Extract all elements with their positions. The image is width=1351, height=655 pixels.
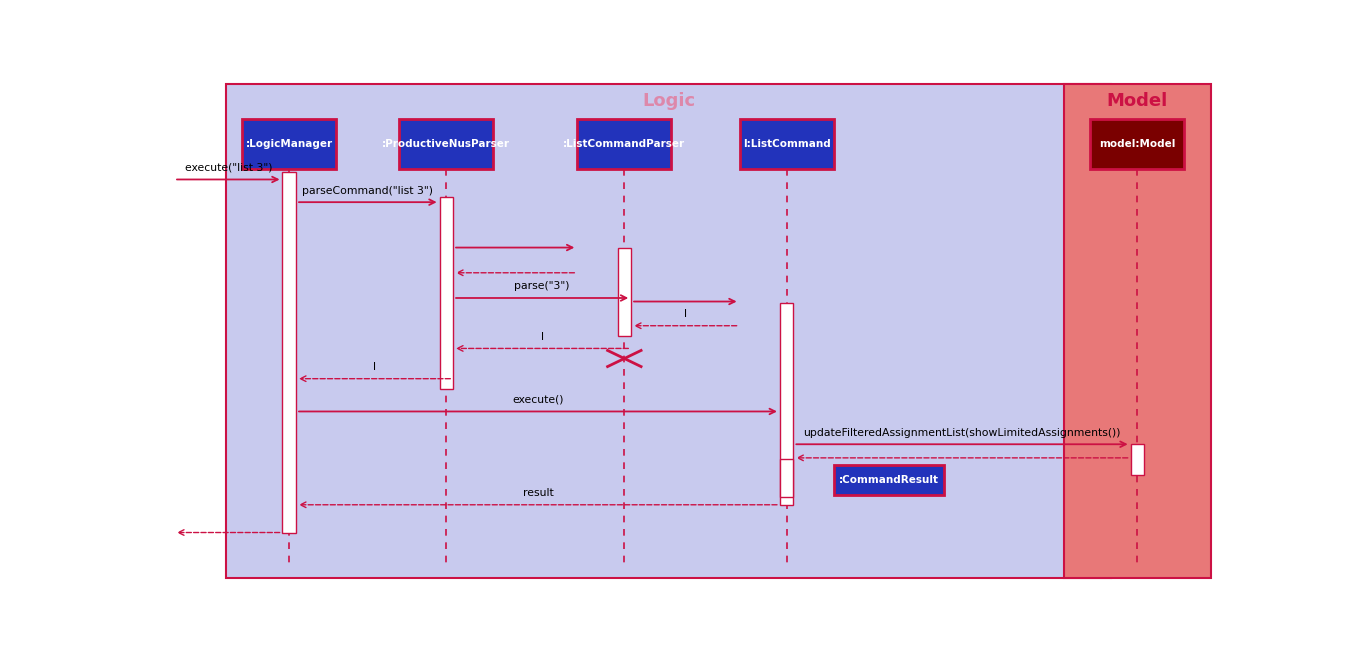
Text: l: l [540, 332, 543, 342]
Bar [242, 119, 336, 170]
Text: l: l [373, 362, 376, 372]
Text: :LogicManager: :LogicManager [246, 139, 332, 149]
Text: :ListCommandParser: :ListCommandParser [563, 139, 685, 149]
Bar [617, 248, 631, 336]
Bar [780, 459, 793, 497]
Text: execute("list 3"): execute("list 3") [185, 163, 272, 173]
Text: l: l [684, 309, 686, 319]
Text: model:Model: model:Model [1100, 139, 1175, 149]
Text: :ProductiveNusParser: :ProductiveNusParser [382, 139, 511, 149]
Bar [1065, 84, 1210, 578]
Text: l:ListCommand: l:ListCommand [743, 139, 831, 149]
Bar [577, 119, 671, 170]
Bar [739, 119, 834, 170]
Bar [834, 466, 943, 495]
Text: :CommandResult: :CommandResult [839, 475, 939, 485]
Text: parseCommand("list 3"): parseCommand("list 3") [303, 185, 434, 196]
Text: parse("3"): parse("3") [515, 282, 570, 291]
Bar [439, 197, 453, 389]
Bar [1090, 119, 1185, 170]
Text: updateFilteredAssignmentList(showLimitedAssignments()): updateFilteredAssignmentList(showLimited… [804, 428, 1121, 438]
Bar [282, 172, 296, 533]
Text: Model: Model [1106, 92, 1169, 110]
Text: Logic: Logic [642, 92, 696, 110]
Text: result: result [523, 488, 554, 498]
Bar [1131, 444, 1144, 474]
Text: execute(): execute() [512, 395, 563, 405]
Bar [400, 119, 493, 170]
Bar [227, 84, 1111, 578]
Bar [780, 303, 793, 505]
